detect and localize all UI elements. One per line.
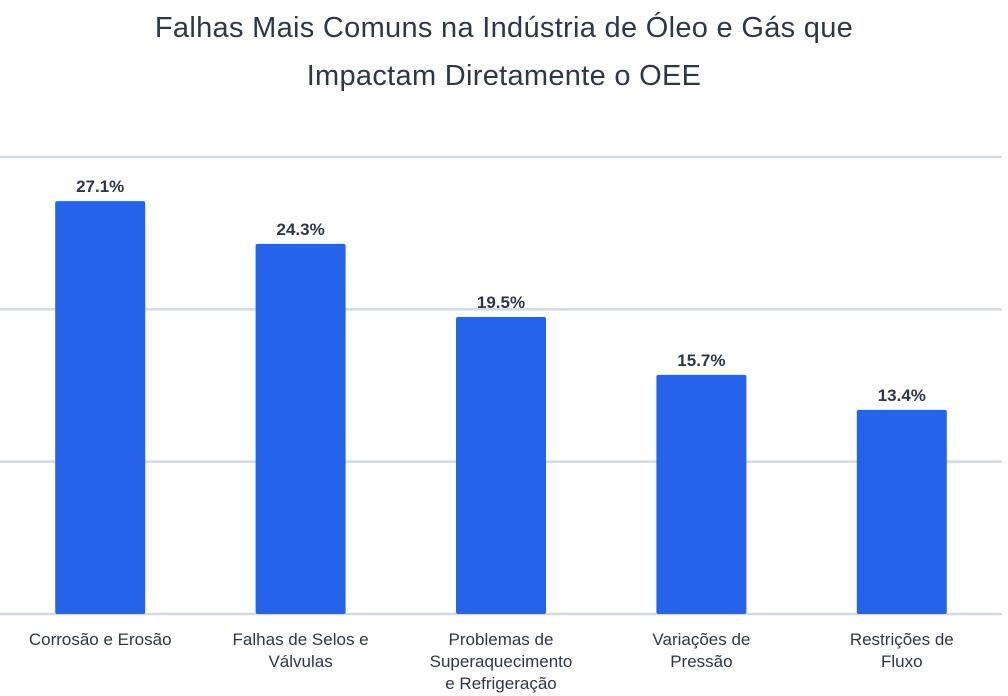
value-label: 15.7% bbox=[677, 351, 725, 370]
bar bbox=[255, 243, 346, 614]
value-label: 27.1% bbox=[76, 177, 124, 196]
value-label: 13.4% bbox=[878, 386, 926, 405]
bar bbox=[456, 316, 546, 614]
bar bbox=[656, 374, 747, 614]
value-label: 24.3% bbox=[276, 220, 324, 239]
x-tick-label: Restrições de Fluxo bbox=[849, 630, 954, 671]
value-label: 19.5% bbox=[477, 293, 525, 312]
bar bbox=[55, 201, 146, 614]
x-tick-label: Falhas de Selos e Válvulas bbox=[232, 630, 369, 671]
chart-title: Falhas Mais Comuns na Indústria de Óleo … bbox=[154, 12, 854, 92]
x-tick-label: Problemas de Superaquecimento e Refriger… bbox=[429, 630, 573, 693]
x-tick-label: Variações de Pressão bbox=[652, 630, 751, 671]
bar bbox=[856, 409, 947, 614]
x-tick-label: Corrosão e Erosão bbox=[28, 630, 172, 649]
